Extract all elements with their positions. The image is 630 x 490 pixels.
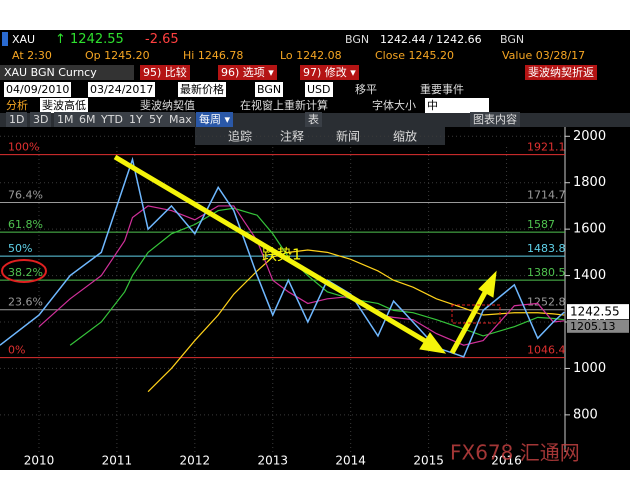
period[interactable]: 每周 ▾ [196,112,234,127]
size[interactable]: 中 [425,98,489,113]
chart: 追踪 注释 新闻 缩放 8001000120014001600180020002… [0,127,630,470]
ma-tag-label: 1205.13 [570,320,616,333]
field[interactable]: 最新价格 [178,82,226,97]
bidask: 1242.44 / 1242.66 [380,33,482,46]
fib-value: 1483.8 [527,242,566,255]
fib-label: 76.4% [8,189,43,202]
x-tick-label: 2015 [413,454,444,468]
security: XAU BGN Curncy [0,65,134,80]
fib-hl[interactable]: 斐波高低 [40,98,88,113]
fib-value: 1587 [527,218,555,231]
start[interactable]: 04/09/2010 [4,82,72,97]
overlay [113,154,497,355]
fib-label: 50% [8,242,32,255]
fib-label: 61.8% [8,218,43,231]
fib-value: 1252.8 [527,296,566,309]
fib-label: 0% [8,344,25,357]
chart-content[interactable]: 图表内容 [470,112,520,127]
background [0,127,630,470]
arrow [449,285,491,355]
end[interactable]: 03/24/2017 [88,82,156,97]
events[interactable]: 重要事件 [420,83,464,96]
open: Op 1245.20 [85,49,150,62]
change: -2.65 [145,32,179,47]
zoom[interactable]: 缩放 [393,129,417,144]
compare[interactable]: 95) 比较 [140,65,190,80]
ticker: XAU [12,33,36,46]
fib-val[interactable]: 斐波纳契值 [140,99,195,112]
recalc[interactable]: 在视窗上重新计算 [240,99,328,112]
fib[interactable]: 斐波纳契折返 [525,65,597,80]
fib-value: 1046.4 [527,344,566,357]
x-tick-label: 2010 [24,454,55,468]
date: Value 03/28/17 [502,49,586,62]
price-tag-label: 1242.55 [570,305,620,319]
close: Close 1245.20 [375,49,454,62]
y-tick-label: 1000 [573,361,606,376]
analysis: 分析 [6,99,28,112]
header: XAU ↑ 1242.55 -2.65 BGN 1242.44 / 1242.6… [0,30,630,127]
range[interactable]: YTD [98,112,126,127]
time: At 2:30 [12,49,52,62]
range[interactable]: 1D [6,112,28,127]
x-tick-label: 2016 [491,454,522,468]
range[interactable]: 1M [54,112,77,127]
y-tick-label: 1600 [573,222,606,237]
smooth[interactable]: 移平 [355,83,377,96]
x-tick-label: 2011 [102,454,133,468]
ma-tag [567,319,629,333]
range[interactable]: Max [166,112,195,127]
price-tag [567,304,629,320]
highlight [451,304,501,324]
arrow [113,154,434,348]
x-tick-label: 2012 [180,454,211,468]
series-line [69,207,565,346]
series-line [0,156,565,358]
y-tick-label: 1400 [573,268,606,283]
arrow-head [478,270,497,298]
x-tick-label: 2014 [335,454,366,468]
range[interactable]: 6M [76,112,99,127]
arrow-head [419,332,447,354]
y-tick-label: 2000 [573,129,606,144]
x-axis-band [0,452,630,470]
fib-value: 1714.7 [527,189,566,202]
range[interactable]: 1Y [126,112,146,127]
modify[interactable]: 97) 修改 ▾ [300,65,359,80]
y-tick-label: 800 [573,407,598,422]
marker [2,32,8,46]
src[interactable]: BGN [255,82,284,97]
fib-label: 100% [8,141,39,154]
series-line [147,249,565,393]
range[interactable]: 3D [30,112,52,127]
fib-label: 38.2% [8,266,43,279]
font-size: 字体大小 [372,99,416,112]
src: BGN [500,33,525,46]
x-tick-label: 2013 [257,454,288,468]
last: ↑ 1242.55 [55,32,124,47]
table[interactable]: 表 [305,112,322,127]
y-tick-label: 1800 [573,175,606,190]
low: Lo 1242.08 [280,49,342,62]
src: BGN [345,33,370,46]
series-line [38,205,565,346]
fib-value: 1921.1 [527,141,566,154]
fib-value: 1380.5 [527,266,566,279]
range[interactable]: 5Y [146,112,166,127]
ccy[interactable]: USD [305,82,333,97]
fib-label: 23.6% [8,296,43,309]
high: Hi 1246.78 [183,49,244,62]
options[interactable]: 96) 选项 ▾ [218,65,277,80]
highlight [1,259,47,283]
watermark: FX678 汇通网 [450,441,580,465]
